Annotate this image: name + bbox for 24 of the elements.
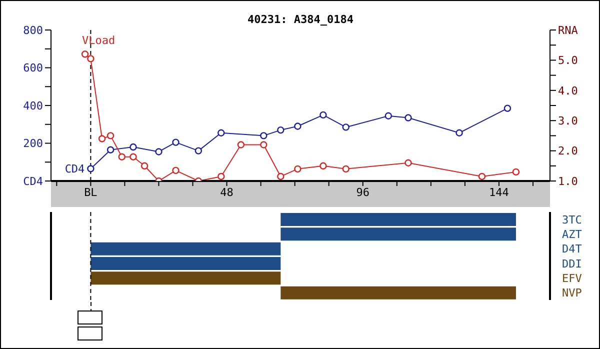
chart-title: 40231: A384_0184 bbox=[246, 13, 354, 26]
y2-tick-label: RNA bbox=[558, 24, 578, 37]
y-tick-label: AZT bbox=[562, 228, 582, 241]
x-tick-label: 144 bbox=[489, 186, 510, 199]
y-tick-label: 200 bbox=[23, 137, 43, 150]
y-tick-label: D4T bbox=[562, 242, 582, 256]
y2-tick-label: 2.0 bbox=[558, 144, 578, 158]
y-tick-label: 600 bbox=[23, 62, 43, 75]
x-tick-label: 96 bbox=[356, 186, 370, 199]
y-tick-label: DDI bbox=[562, 257, 582, 270]
y2-tick-label: 5.0 bbox=[558, 54, 578, 68]
series-label: CD4 bbox=[64, 162, 86, 176]
y2-tick-label: 1.0 bbox=[558, 174, 578, 188]
y-tick-label: CD4 bbox=[23, 174, 44, 188]
y-tick-label: EFV bbox=[562, 272, 582, 285]
series-label: VLoad bbox=[82, 34, 116, 48]
x-tick-label: BL bbox=[84, 186, 98, 199]
x-tick-label: 48 bbox=[220, 186, 234, 199]
y-tick-label: NVP bbox=[562, 286, 582, 300]
y-tick-label: 400 bbox=[23, 99, 43, 112]
y2-tick-label: 4.0 bbox=[558, 84, 578, 98]
y-tick-label: 800 bbox=[23, 24, 43, 37]
y2-tick-label: 3.0 bbox=[558, 114, 578, 128]
y-tick-label: 3TC bbox=[562, 213, 582, 226]
